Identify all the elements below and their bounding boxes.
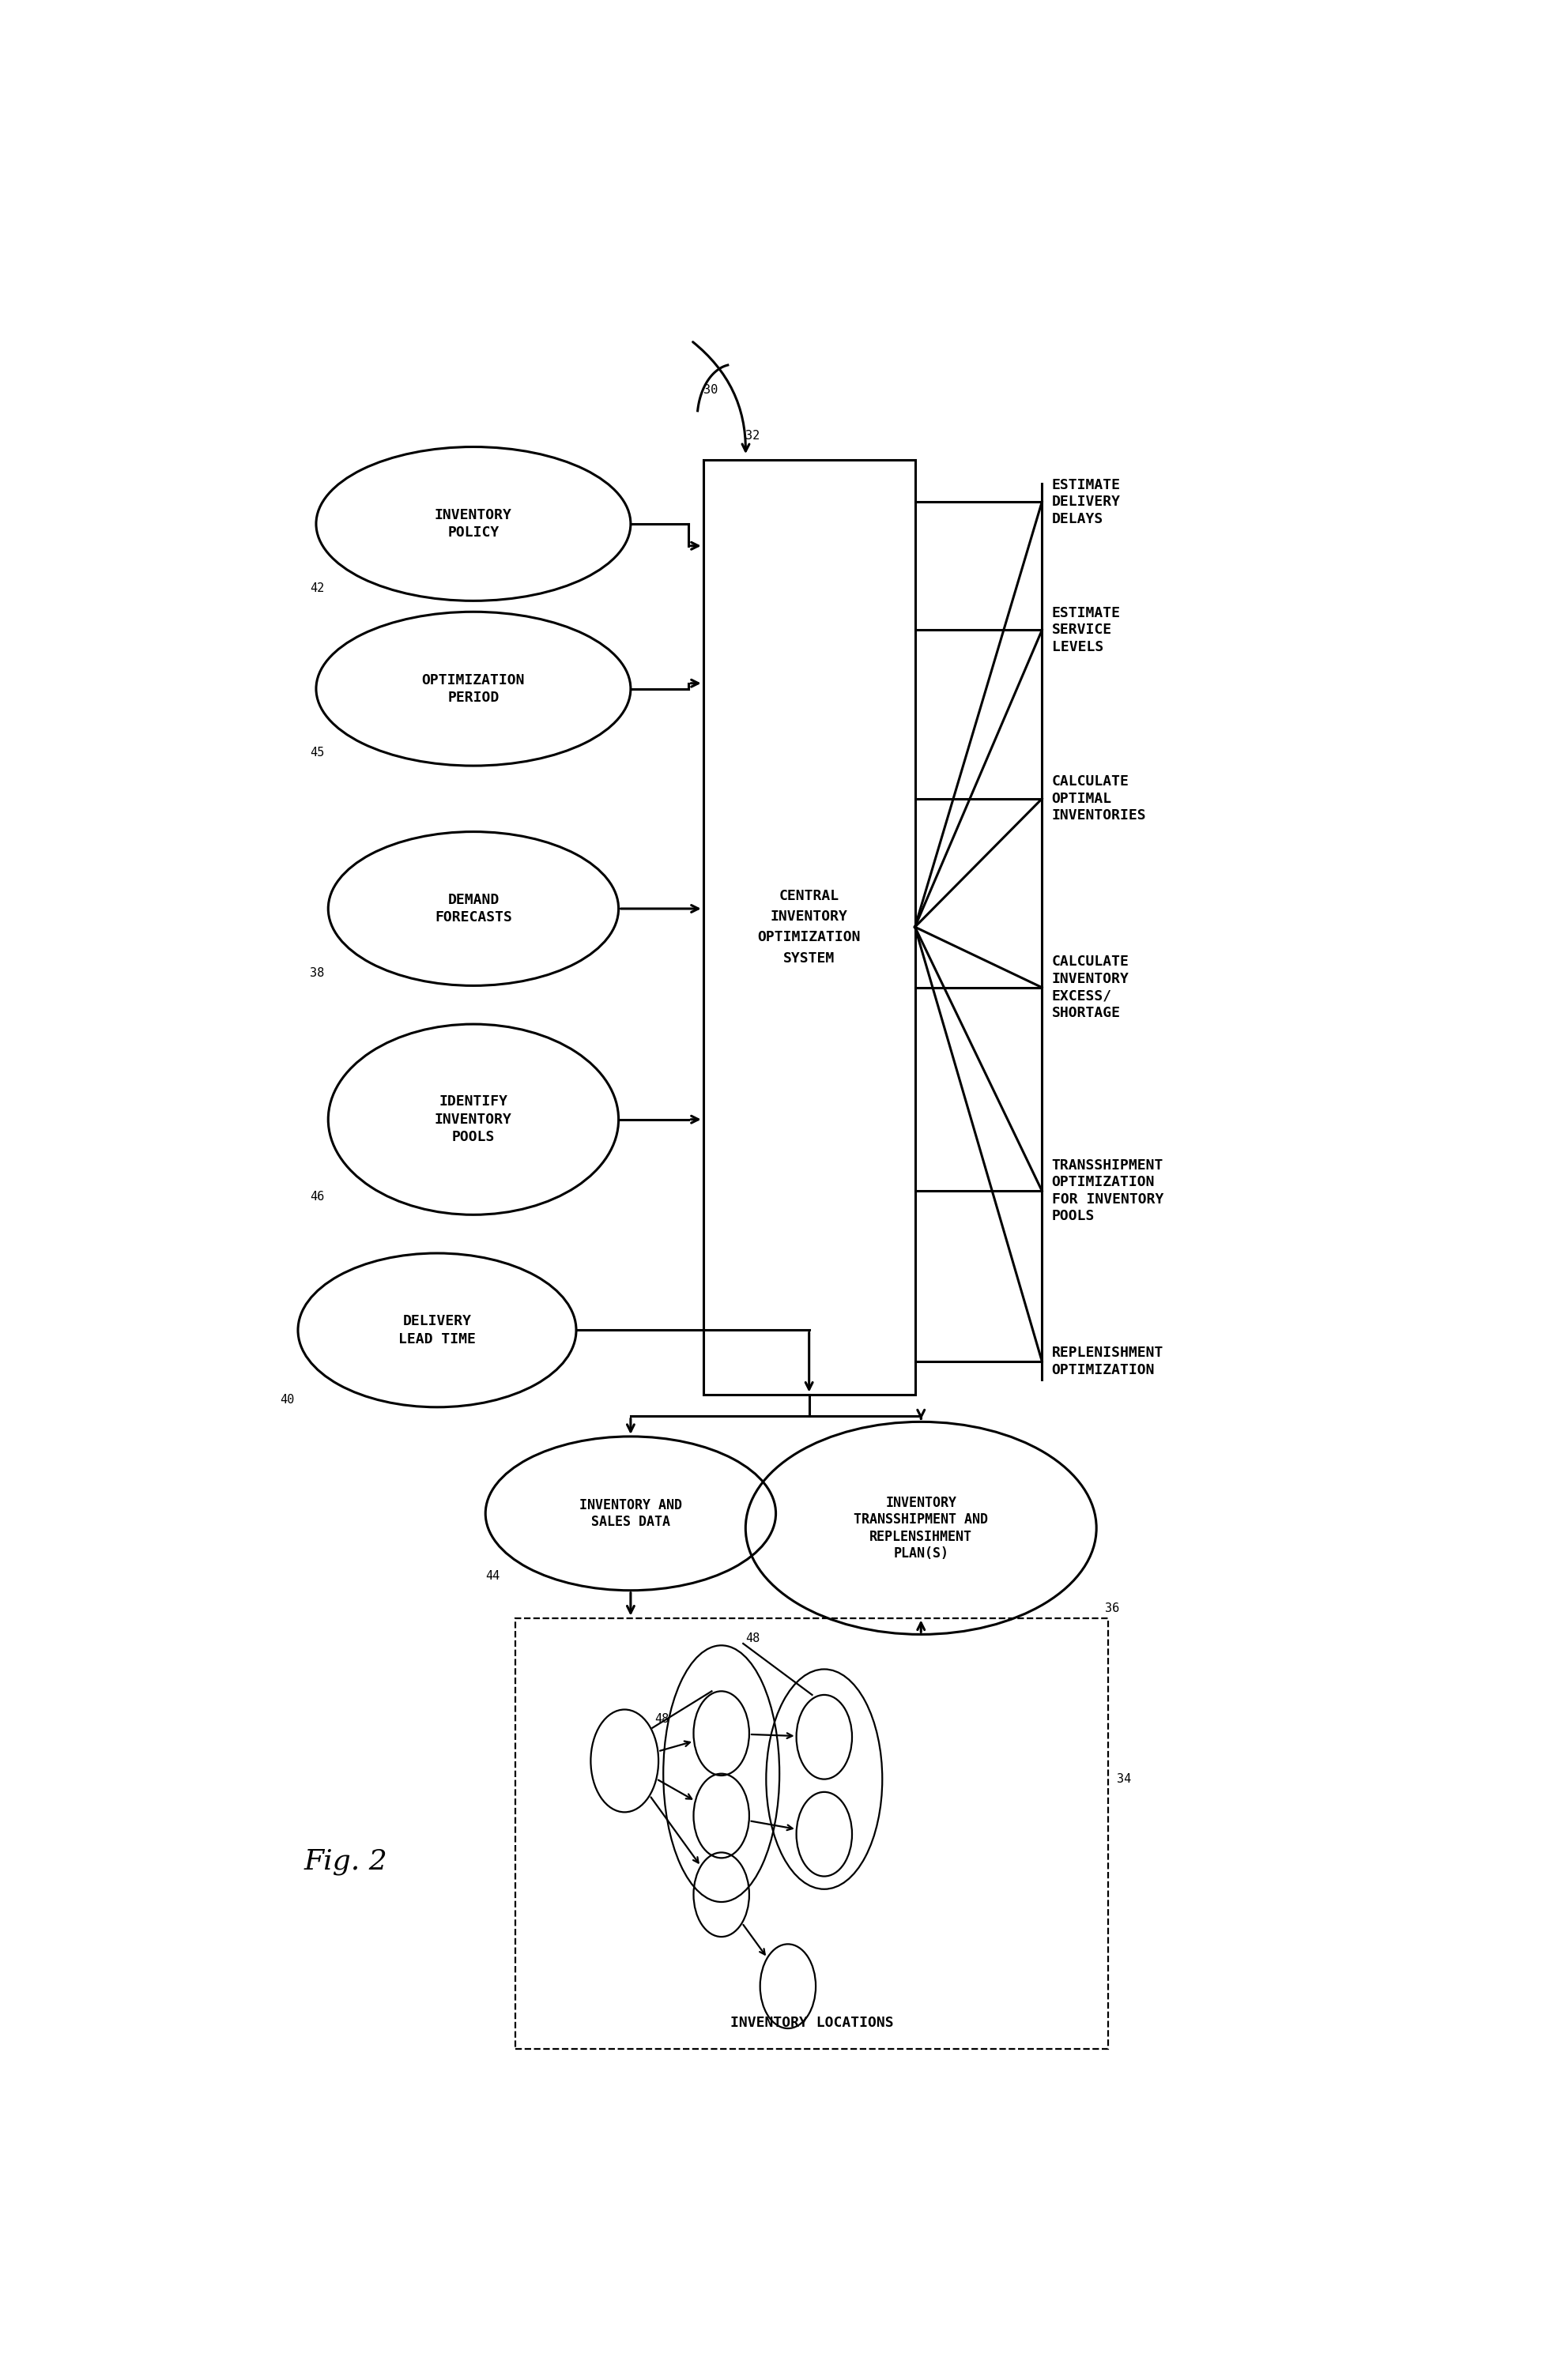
Text: 38: 38 (311, 966, 325, 978)
Bar (515, 1618, 1108, 2049)
Text: REPLENISHMENT
OPTIMIZATION: REPLENISHMENT OPTIMIZATION (1052, 1345, 1163, 1378)
Text: Fig. 2: Fig. 2 (304, 1849, 387, 1875)
Text: OPTIMIZATION
PERIOD: OPTIMIZATION PERIOD (421, 674, 524, 704)
Text: INVENTORY AND
SALES DATA: INVENTORY AND SALES DATA (579, 1497, 682, 1528)
Text: 46: 46 (311, 1190, 325, 1202)
Bar (702, 459, 915, 1395)
Text: INVENTORY LOCATIONS: INVENTORY LOCATIONS (731, 2016, 894, 2030)
Text: 42: 42 (311, 583, 325, 595)
Text: IDENTIFY
INVENTORY
POOLS: IDENTIFY INVENTORY POOLS (434, 1095, 512, 1145)
Text: DELIVERY
LEAD TIME: DELIVERY LEAD TIME (398, 1314, 476, 1347)
Text: DEMAND
FORECASTS: DEMAND FORECASTS (434, 892, 512, 923)
Text: INVENTORY
TRANSSHIPMENT AND
REPLENSIHMENT
PLAN(S): INVENTORY TRANSSHIPMENT AND REPLENSIHMEN… (854, 1495, 988, 1561)
Text: INVENTORY
POLICY: INVENTORY POLICY (434, 507, 512, 540)
Text: TRANSSHIPMENT
OPTIMIZATION
FOR INVENTORY
POOLS: TRANSSHIPMENT OPTIMIZATION FOR INVENTORY… (1052, 1159, 1163, 1223)
Text: 45: 45 (311, 747, 325, 759)
Text: CALCULATE
OPTIMAL
INVENTORIES: CALCULATE OPTIMAL INVENTORIES (1052, 774, 1146, 823)
Text: ESTIMATE
DELIVERY
DELAYS: ESTIMATE DELIVERY DELAYS (1052, 478, 1121, 526)
Text: 40: 40 (279, 1395, 293, 1407)
Text: CENTRAL
INVENTORY
OPTIMIZATION
SYSTEM: CENTRAL INVENTORY OPTIMIZATION SYSTEM (757, 888, 860, 966)
Text: 32: 32 (746, 428, 760, 440)
Text: 30: 30 (702, 383, 718, 395)
Text: ESTIMATE
SERVICE
LEVELS: ESTIMATE SERVICE LEVELS (1052, 607, 1121, 654)
Text: 48: 48 (656, 1714, 670, 1725)
Text: 36: 36 (1105, 1602, 1119, 1614)
Text: 44: 44 (485, 1571, 500, 1583)
Text: CALCULATE
INVENTORY
EXCESS/
SHORTAGE: CALCULATE INVENTORY EXCESS/ SHORTAGE (1052, 954, 1129, 1021)
Text: 34: 34 (1118, 1773, 1132, 1785)
Text: 48: 48 (746, 1633, 760, 1645)
